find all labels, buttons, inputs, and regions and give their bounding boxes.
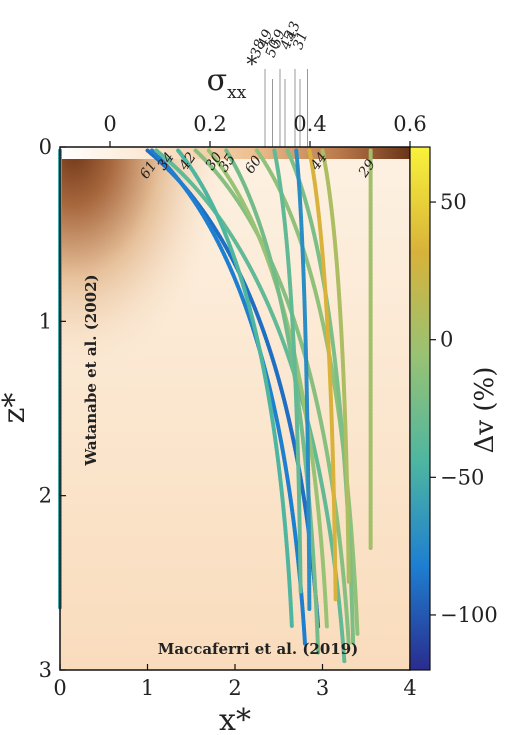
y-tick-label: 1 <box>39 309 52 333</box>
top-extra-label: 38 <box>248 37 269 59</box>
top-extra-label: 45 <box>277 29 299 52</box>
top-tick-label: 0.4 <box>293 112 326 136</box>
ray-path <box>307 148 338 603</box>
annotation-maccaferri: Maccaferri et al. (2019) <box>158 640 359 658</box>
colorbar-tick-label: −50 <box>440 465 484 489</box>
ray-path <box>294 148 312 611</box>
annotation-watanabe: Watanabe et al. (2002) <box>82 274 100 466</box>
ray-path <box>224 148 321 655</box>
colorbar-tick-label: 0 <box>440 328 453 352</box>
top-axis-label: σxx* <box>207 53 258 103</box>
x-axis-label: x* <box>219 703 251 735</box>
colorbar-label: Δv (%) <box>470 367 500 454</box>
top-extra-label: 31 <box>290 30 311 52</box>
top-extra-label: 43 <box>282 19 304 42</box>
stress-strip <box>60 147 410 159</box>
x-tick-label: 3 <box>316 676 329 700</box>
ray-path <box>176 148 294 629</box>
x-tick-label: 1 <box>141 676 154 700</box>
top-axis-ticks: 0 0.2 0.4 0.6 <box>103 112 427 147</box>
top-extra-label: 49 <box>255 27 277 50</box>
ray-path <box>272 148 303 594</box>
top-extra-label: 59 <box>268 27 289 49</box>
top-extra-label: 50 <box>263 37 284 59</box>
x-tick-label: 0 <box>53 676 66 700</box>
top-tick-label: 0.6 <box>393 112 426 136</box>
top-tick-label: 0 <box>103 112 116 136</box>
colorbar-ticks: 50 0 −50 −100 <box>430 190 498 627</box>
colorbar <box>409 146 431 671</box>
y-axis-label: z* <box>0 393 32 424</box>
colorbar-tick-label: −100 <box>440 603 498 627</box>
x-axis-ticks: 0 1 2 3 4 <box>53 664 417 700</box>
stress-field <box>60 147 410 670</box>
y-tick-label: 3 <box>39 658 52 682</box>
ray-path <box>320 148 351 585</box>
y-tick-label: 0 <box>39 135 52 159</box>
x-tick-label: 4 <box>403 676 416 700</box>
colorbar-tick-label: 50 <box>440 190 467 214</box>
x-tick-label: 2 <box>228 676 241 700</box>
y-tick-label: 2 <box>39 484 52 508</box>
ray-path <box>193 148 351 646</box>
top-tick-label: 0.2 <box>193 112 226 136</box>
y-axis-ticks: 0 1 2 3 <box>39 135 66 682</box>
